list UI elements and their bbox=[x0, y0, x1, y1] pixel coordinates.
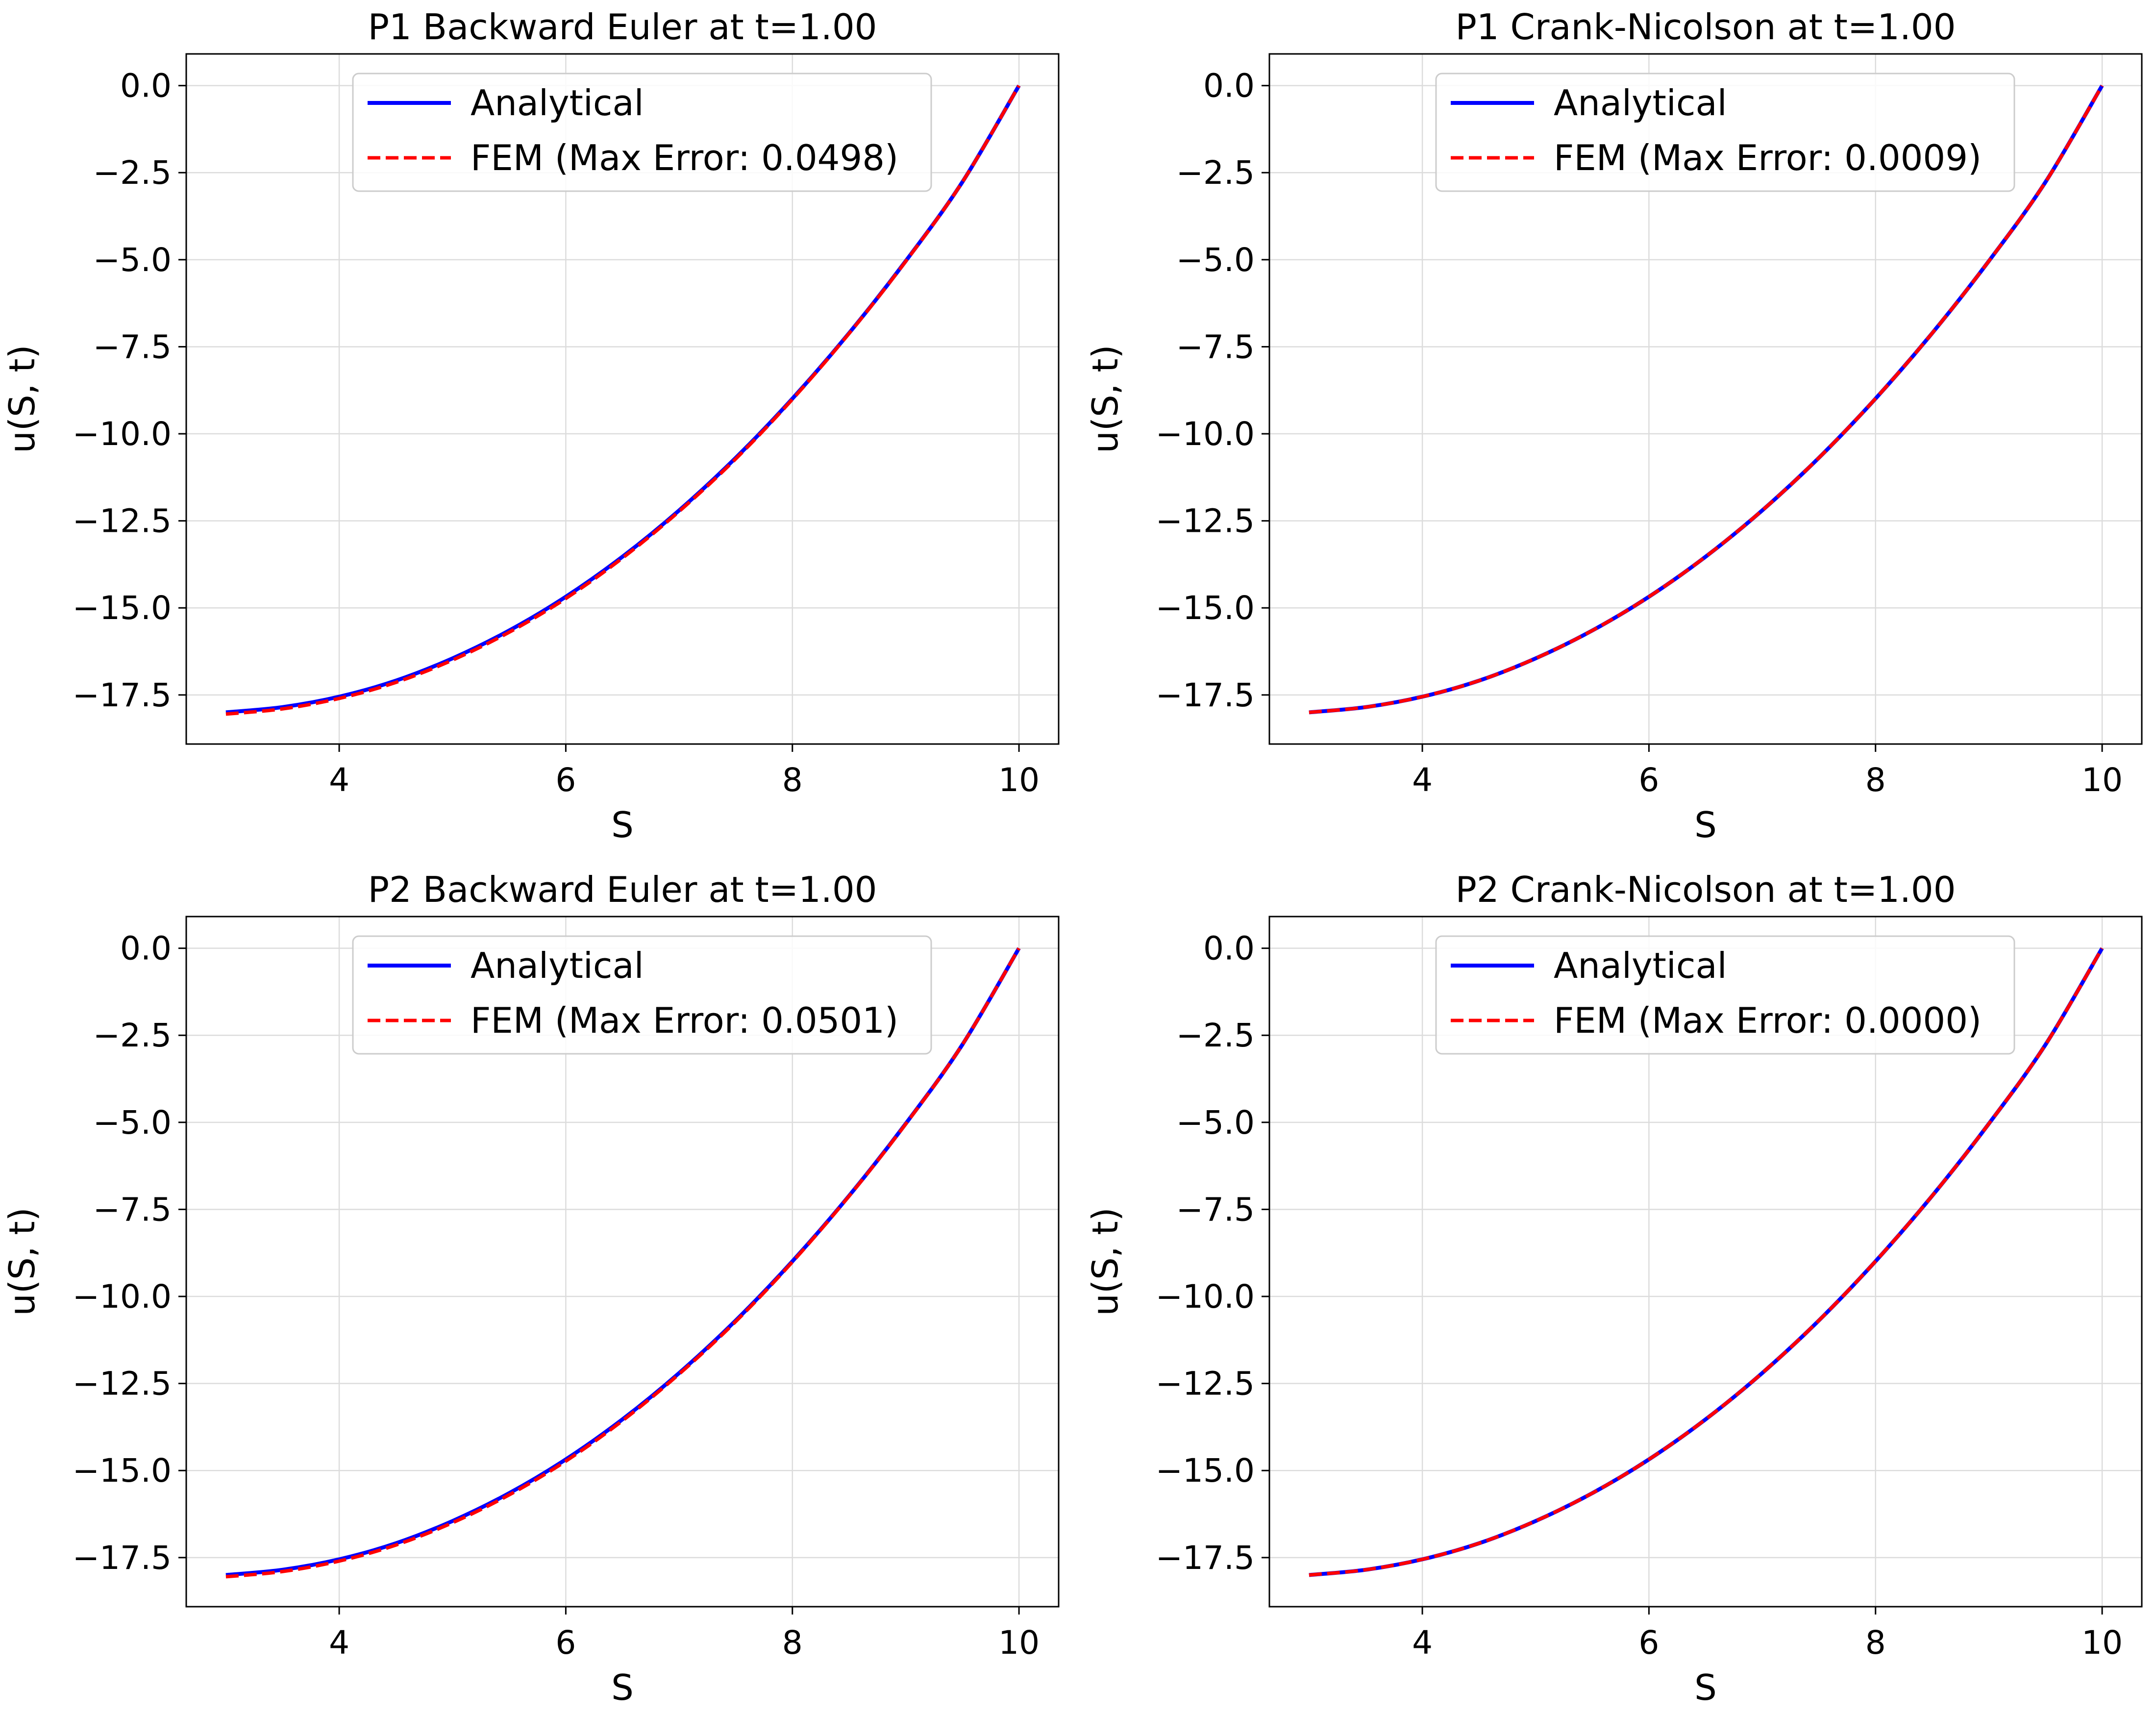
y-tick-label: −5.0 bbox=[93, 1104, 172, 1142]
x-tick-label: 6 bbox=[1638, 761, 1659, 799]
y-tick-label: −17.5 bbox=[73, 676, 172, 714]
legend: Analytical FEM (Max Error: 0.0501) bbox=[352, 935, 932, 1055]
y-tick-label: 0.0 bbox=[1203, 930, 1255, 968]
subplot-2: 4 6 8 10 0.0 −2.5 −5.0 −7.5 −10.0 −12.5 −15.0 −17.5… bbox=[1085, 6, 2143, 845]
x-tick-label: 4 bbox=[1412, 761, 1433, 799]
y-tick-label: −17.5 bbox=[73, 1539, 172, 1577]
legend-box bbox=[352, 935, 932, 1055]
y-axis-label: u(S, t) bbox=[1085, 1207, 1126, 1316]
y-tick-label: −15.0 bbox=[1156, 1452, 1255, 1490]
x-tick-label: 8 bbox=[1865, 1624, 1886, 1662]
x-tick-label: 6 bbox=[555, 1624, 576, 1662]
y-tick-label: −7.5 bbox=[93, 328, 172, 366]
x-tick-label: 10 bbox=[998, 761, 1040, 799]
y-tick-label: −10.0 bbox=[1156, 1278, 1255, 1316]
legend: Analytical FEM (Max Error: 0.0009) bbox=[1435, 73, 2015, 192]
legend-entry-label: FEM (Max Error: 0.0000) bbox=[1554, 1000, 1982, 1041]
y-tick-label: −12.5 bbox=[73, 502, 172, 540]
legend-box bbox=[1435, 73, 2015, 192]
y-tick-label: −7.5 bbox=[1176, 328, 1255, 366]
y-tick-label: −5.0 bbox=[1176, 1104, 1255, 1142]
y-tick-label: −2.5 bbox=[1176, 154, 1255, 192]
y-tick-label: −12.5 bbox=[1156, 1365, 1255, 1403]
legend-entry-label: Analytical bbox=[1554, 945, 1727, 986]
series-line-fem bbox=[225, 947, 1021, 1579]
subplot-title: P1 Crank-Nicolson at t=1.00 bbox=[1455, 6, 1956, 48]
legend-entry-label: FEM (Max Error: 0.0009) bbox=[1554, 137, 1982, 178]
x-tick-label: 10 bbox=[2082, 761, 2123, 799]
x-axis-label: S bbox=[1694, 804, 1717, 845]
y-tick-label: −15.0 bbox=[1156, 589, 1255, 627]
y-tick-label: −7.5 bbox=[93, 1191, 172, 1228]
x-tick-label: 4 bbox=[329, 761, 349, 799]
x-tick-label: 10 bbox=[2082, 1624, 2123, 1662]
y-tick-label: 0.0 bbox=[1203, 67, 1255, 105]
subplot-title: P1 Backward Euler at t=1.00 bbox=[368, 6, 877, 48]
x-axis-label: S bbox=[611, 1667, 634, 1708]
y-axis-label: u(S, t) bbox=[1, 1207, 43, 1316]
axes-frame bbox=[1268, 53, 2143, 745]
y-tick-label: −5.0 bbox=[93, 241, 172, 279]
legend-box bbox=[1435, 935, 2015, 1055]
y-tick-label: −2.5 bbox=[93, 1017, 172, 1054]
subplot-title: P2 Crank-Nicolson at t=1.00 bbox=[1455, 869, 1956, 910]
legend-entry-label: Analytical bbox=[1554, 82, 1727, 124]
legend: Analytical FEM (Max Error: 0.0000) bbox=[1435, 935, 2015, 1055]
series-line-fem bbox=[225, 84, 1021, 716]
x-tick-label: 6 bbox=[1638, 1624, 1659, 1662]
y-tick-label: 0.0 bbox=[120, 930, 172, 968]
legend-entry-label: Analytical bbox=[471, 945, 644, 986]
axes-frame bbox=[185, 53, 1060, 745]
y-axis-label: u(S, t) bbox=[1, 345, 43, 453]
axes-frame bbox=[185, 916, 1060, 1608]
x-axis-label: S bbox=[611, 804, 634, 845]
series-line-fem bbox=[1309, 947, 2104, 1577]
y-tick-label: −10.0 bbox=[73, 1278, 172, 1316]
y-axis-label: u(S, t) bbox=[1085, 345, 1126, 453]
y-tick-label: 0.0 bbox=[120, 67, 172, 105]
y-tick-label: −2.5 bbox=[93, 154, 172, 192]
y-tick-label: −10.0 bbox=[1156, 415, 1255, 453]
x-tick-label: 4 bbox=[1412, 1624, 1433, 1662]
legend-entry-label: FEM (Max Error: 0.0501) bbox=[471, 1000, 898, 1041]
legend-entry-label: FEM (Max Error: 0.0498) bbox=[471, 137, 898, 178]
legend: Analytical FEM (Max Error: 0.0498) bbox=[352, 73, 932, 192]
y-tick-label: −17.5 bbox=[1156, 676, 1255, 714]
y-tick-label: −10.0 bbox=[73, 415, 172, 453]
subplot-1: 4 6 8 10 0.0 −2.5 −5.0 −7.5 −10.0 −12.5 −15.0 −17.5… bbox=[1, 6, 1060, 845]
y-tick-label: −2.5 bbox=[1176, 1017, 1255, 1054]
subplot-4: 4 6 8 10 0.0 −2.5 −5.0 −7.5 −10.0 −12.5 −15.0 −17.5… bbox=[1085, 869, 2143, 1708]
x-tick-label: 4 bbox=[329, 1624, 349, 1662]
x-tick-label: 8 bbox=[1865, 761, 1886, 799]
series-line-fem bbox=[1309, 84, 2104, 714]
legend-entry-label: Analytical bbox=[471, 82, 644, 124]
x-tick-label: 10 bbox=[998, 1624, 1040, 1662]
y-tick-label: −5.0 bbox=[1176, 241, 1255, 279]
x-tick-label: 8 bbox=[782, 1624, 803, 1662]
x-tick-label: 6 bbox=[555, 761, 576, 799]
legend-box bbox=[352, 73, 932, 192]
y-tick-label: −12.5 bbox=[73, 1365, 172, 1403]
y-tick-label: −15.0 bbox=[73, 589, 172, 627]
subplot-title: P2 Backward Euler at t=1.00 bbox=[368, 869, 877, 910]
x-axis-label: S bbox=[1694, 1667, 1717, 1708]
y-tick-label: −12.5 bbox=[1156, 502, 1255, 540]
x-tick-label: 8 bbox=[782, 761, 803, 799]
y-tick-label: −17.5 bbox=[1156, 1539, 1255, 1577]
y-tick-label: −15.0 bbox=[73, 1452, 172, 1490]
y-tick-label: −7.5 bbox=[1176, 1191, 1255, 1228]
axes-frame bbox=[1268, 916, 2143, 1608]
subplot-3: 4 6 8 10 0.0 −2.5 −5.0 −7.5 −10.0 −12.5 −15.0 −17.5… bbox=[1, 869, 1060, 1708]
